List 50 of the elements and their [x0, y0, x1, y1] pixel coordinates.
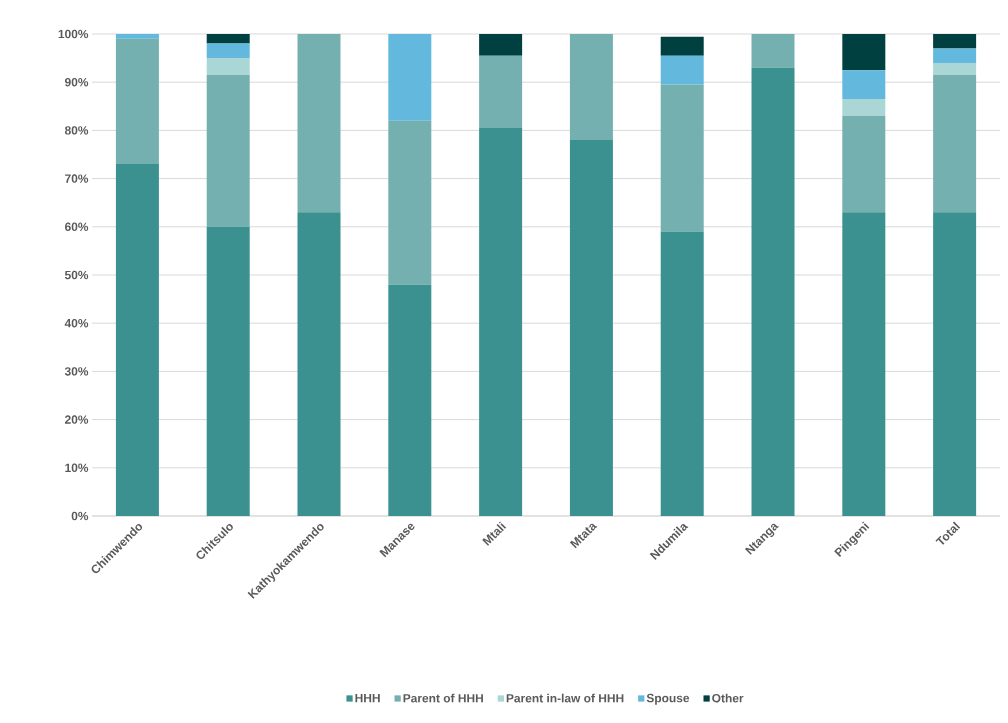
bar	[660, 55, 704, 85]
bar	[479, 55, 523, 128]
bar	[569, 140, 613, 516]
y-tick-label: 60%	[65, 222, 89, 232]
bar	[842, 33, 886, 71]
y-tick-label: 80%	[64, 126, 89, 135]
bar	[479, 127, 523, 516]
bar	[660, 84, 704, 232]
legend-label: HHH	[355, 693, 380, 703]
bar	[569, 33, 613, 141]
y-tick-label: 70%	[65, 174, 89, 183]
bar	[206, 43, 250, 59]
bar	[751, 67, 795, 516]
y-tick-label: 50%	[64, 270, 89, 280]
bar	[388, 284, 432, 516]
bar	[933, 74, 977, 213]
y-tick-label: 90%	[64, 77, 89, 87]
bar	[933, 212, 977, 516]
legend-label: Parent of HHH	[403, 693, 483, 703]
bar	[206, 58, 250, 75]
bar	[206, 226, 250, 516]
bar	[206, 74, 250, 227]
bar	[842, 212, 886, 516]
legend-label: Parent in-law of HHH	[506, 693, 624, 703]
y-tick-label: 0%	[71, 511, 89, 521]
bar	[479, 33, 523, 56]
bar	[842, 115, 886, 213]
bar	[660, 36, 704, 56]
bar	[115, 33, 159, 39]
bar	[297, 212, 341, 516]
y-tick-label: 100%	[58, 29, 89, 39]
y-tick-label: 10%	[65, 463, 89, 473]
y-tick-label: 20%	[64, 415, 89, 424]
y-tick-label: 40%	[64, 318, 89, 328]
bar	[388, 33, 432, 121]
bar	[660, 231, 704, 516]
bar	[933, 48, 977, 63]
bar	[115, 38, 159, 165]
y-tick-label: 30%	[64, 367, 89, 376]
bar	[842, 70, 886, 100]
bar	[206, 33, 250, 44]
bar	[115, 164, 159, 516]
bar	[842, 99, 886, 116]
bar	[933, 62, 977, 75]
legend-label: Spouse	[646, 693, 690, 705]
bar	[751, 33, 795, 68]
legend-label: Other	[712, 693, 744, 703]
bar	[297, 33, 341, 213]
bar	[388, 120, 432, 285]
bar	[933, 33, 977, 49]
